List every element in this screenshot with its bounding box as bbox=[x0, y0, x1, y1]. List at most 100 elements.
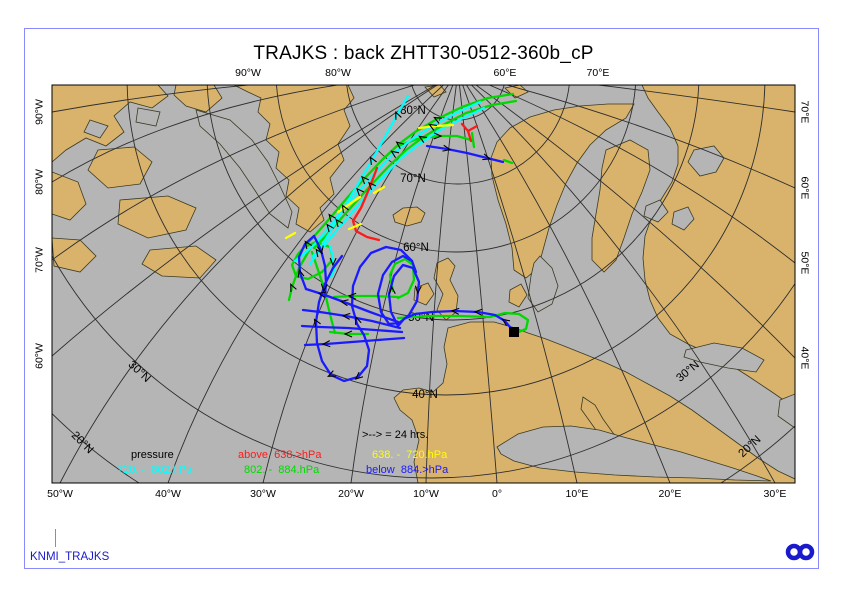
meridian-label-bottom: 20°W bbox=[338, 488, 364, 500]
meridian-label-bottom: 30°W bbox=[250, 488, 276, 500]
time-barb-icon bbox=[335, 218, 344, 228]
trajectory-yellow bbox=[372, 185, 386, 195]
time-barb-icon bbox=[341, 204, 349, 214]
water-polygon bbox=[195, 109, 293, 229]
start-point-marker bbox=[509, 327, 519, 337]
trajectory-green bbox=[312, 99, 518, 250]
time-barb-icon bbox=[326, 223, 335, 233]
meridian-10E bbox=[462, 85, 578, 483]
producer-label: KNMI_TRAJKS bbox=[30, 551, 110, 563]
parallel-70N bbox=[346, 85, 570, 185]
trajectory-green bbox=[287, 247, 312, 302]
water-polygon bbox=[687, 145, 725, 177]
map-layers: 80°N70°N60°N50°N40°N30°N20°N30°N20°N bbox=[52, 85, 795, 483]
meridian-30E bbox=[470, 85, 776, 483]
land-polygon bbox=[591, 139, 651, 273]
trajectory-blue bbox=[425, 144, 505, 164]
plot-title: TRAJKS : back ZHTT30-0512-360b_cP bbox=[253, 43, 594, 64]
time-barb-icon bbox=[327, 370, 336, 377]
trajectory-blue bbox=[297, 234, 316, 291]
time-barb-icon bbox=[395, 141, 405, 150]
margin-tick bbox=[55, 529, 56, 547]
meridian-label-right: 40°E bbox=[798, 346, 811, 370]
time-barb-icon bbox=[442, 144, 452, 152]
latitude-label: 40°N bbox=[412, 389, 438, 401]
meridian-50W bbox=[59, 85, 439, 483]
time-barb-icon bbox=[433, 132, 443, 140]
meridian-50E bbox=[488, 85, 795, 264]
meridian-30W bbox=[262, 85, 449, 483]
trajectory-green bbox=[502, 158, 514, 165]
time-barb-icon bbox=[313, 318, 321, 328]
legend-interval-note: >--> = 24 hrs. bbox=[362, 429, 429, 441]
land-polygon bbox=[52, 171, 87, 221]
time-barb-icon bbox=[361, 175, 370, 185]
meridian-label-top: 70°E bbox=[586, 67, 610, 79]
meridian-60W bbox=[52, 85, 437, 357]
trajectory-green bbox=[388, 257, 416, 300]
time-barb-icon bbox=[368, 181, 377, 191]
meridian-label-top: 80°W bbox=[325, 67, 351, 79]
meridian-label-left: 90°W bbox=[33, 99, 46, 125]
time-barb-icon bbox=[347, 292, 357, 300]
time-barb-icon bbox=[395, 110, 402, 120]
meridian-40W bbox=[167, 85, 445, 483]
water-polygon bbox=[527, 255, 559, 313]
meridian-label-top: 60°E bbox=[493, 67, 517, 79]
latitude-label: 80°N bbox=[400, 105, 426, 117]
time-barb-icon bbox=[450, 307, 460, 315]
legend-item: 638. - 720.hPa bbox=[372, 449, 448, 461]
meridian-label-right: 50°E bbox=[798, 251, 811, 275]
time-barb-icon bbox=[343, 330, 353, 338]
time-barb-icon bbox=[390, 150, 400, 159]
water-polygon bbox=[83, 119, 109, 139]
time-barb-icon bbox=[428, 123, 438, 131]
trajectory-yellow bbox=[347, 222, 363, 231]
trajectory-green bbox=[332, 294, 400, 299]
meridian-label-bottom: 10°W bbox=[413, 488, 439, 500]
legend-item: below 884.>hPa bbox=[366, 464, 449, 476]
land-polygon bbox=[117, 195, 197, 239]
water-polygon bbox=[496, 425, 772, 482]
time-barb-icon bbox=[414, 285, 422, 295]
land-polygon bbox=[641, 85, 795, 409]
trajectory-green bbox=[290, 92, 515, 281]
land-polygon bbox=[392, 206, 426, 227]
time-barb-icon bbox=[328, 213, 337, 223]
trajectory-blue bbox=[303, 336, 406, 347]
trajectory-red bbox=[351, 166, 381, 242]
legend-item: pressure bbox=[131, 449, 174, 461]
meridian-label-bottom: 40°W bbox=[155, 488, 181, 500]
parallel-30N bbox=[52, 254, 795, 479]
meridian-60E bbox=[505, 85, 795, 189]
time-barb-icon bbox=[388, 285, 396, 295]
trajectory-red bbox=[466, 124, 479, 133]
trajectory-blue bbox=[301, 308, 402, 330]
time-barb-icon bbox=[320, 283, 328, 293]
trajectory-blue bbox=[304, 287, 400, 324]
time-barb-icon bbox=[473, 308, 483, 316]
time-barb-icon bbox=[354, 315, 362, 325]
time-barb-icon bbox=[433, 116, 442, 124]
meridian-label-bottom: 10°E bbox=[565, 488, 589, 500]
land-polygon bbox=[393, 321, 795, 483]
time-barb-icon bbox=[418, 135, 428, 143]
time-barb-icon bbox=[482, 153, 492, 161]
water-polygon bbox=[671, 206, 695, 231]
water-polygon bbox=[135, 107, 161, 127]
trajectory-cyan bbox=[311, 106, 486, 258]
land-polygon bbox=[141, 245, 217, 279]
trajectory-green bbox=[396, 311, 530, 335]
latitude-label: 60°N bbox=[403, 242, 429, 254]
water-polygon bbox=[643, 199, 669, 223]
land-polygon bbox=[508, 283, 528, 308]
meridian-40E bbox=[475, 85, 795, 359]
meridian-label-left: 80°W bbox=[33, 169, 46, 195]
land-polygon bbox=[52, 237, 97, 273]
legend-item: above 638.>hPa bbox=[238, 449, 322, 461]
time-barb-icon bbox=[321, 340, 331, 348]
meridian-label-right: 60°E bbox=[798, 176, 811, 200]
map-border bbox=[51, 84, 796, 484]
